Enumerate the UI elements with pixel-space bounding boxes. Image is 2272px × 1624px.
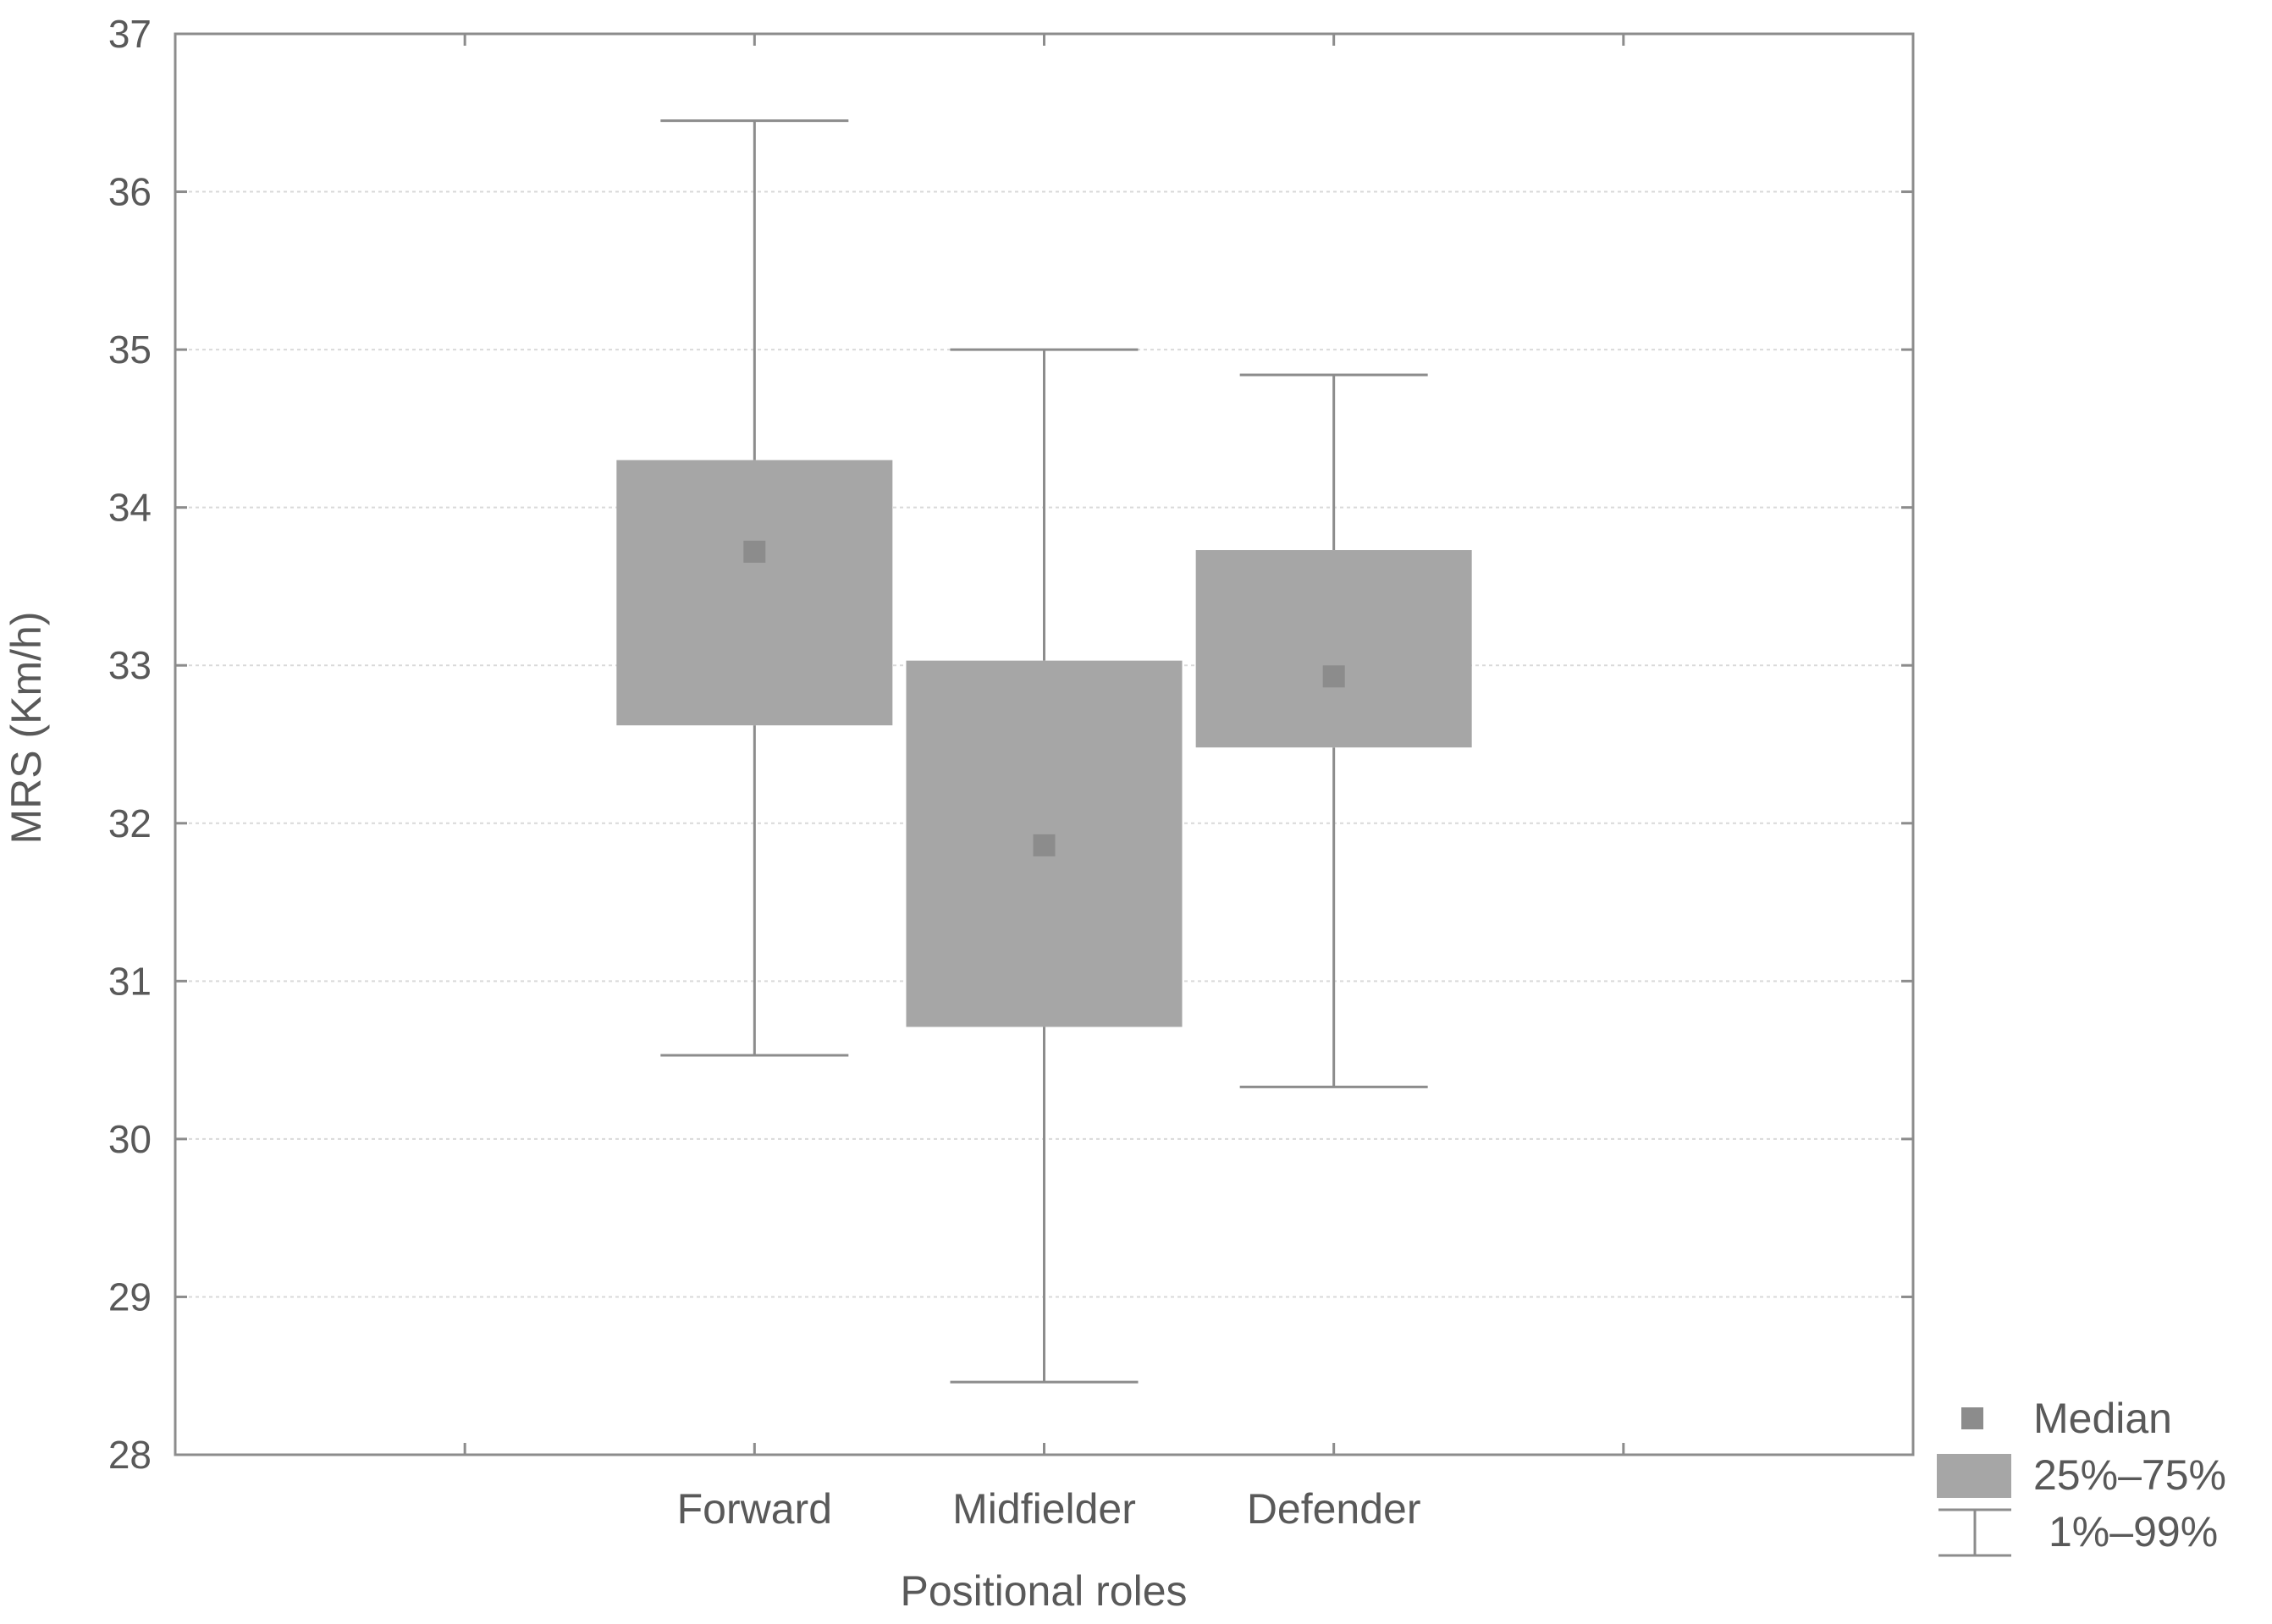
- median-marker: [1322, 665, 1345, 688]
- median-marker: [1033, 834, 1056, 856]
- y-tick-label: 30: [108, 1117, 152, 1161]
- iqr-box: [616, 460, 893, 726]
- x-axis-title: Positional roles: [900, 1567, 1187, 1615]
- iqr-box: [1195, 550, 1472, 748]
- x-tick-label: Midfielder: [952, 1485, 1136, 1533]
- x-tick-label: Defender: [1247, 1485, 1421, 1533]
- legend-box-label: 25%–75%: [2033, 1451, 2226, 1499]
- legend-whisker-swatch: [1938, 1508, 2011, 1557]
- y-tick-label: 37: [108, 12, 152, 56]
- legend-median-marker: [1961, 1407, 1983, 1429]
- legend: Median 25%–75% 1%–99%: [1937, 1395, 2226, 1557]
- legend-median-label: Median: [2033, 1395, 2172, 1442]
- legend-box-swatch: [1937, 1454, 2011, 1498]
- y-tick-label: 29: [108, 1274, 152, 1318]
- y-tick-label: 35: [108, 328, 152, 372]
- box-marks: [616, 119, 1472, 1384]
- box-defender: [1195, 373, 1472, 1088]
- median-marker: [743, 540, 766, 563]
- y-tick-label: 31: [108, 959, 152, 1003]
- y-tick-label: 36: [108, 170, 152, 214]
- y-tick-label: 34: [108, 486, 152, 530]
- box-forward: [616, 119, 893, 1057]
- legend-whisker-label: 1%–99%: [2049, 1508, 2218, 1555]
- box-midfielder: [906, 348, 1183, 1384]
- x-tick-label: Forward: [677, 1485, 832, 1533]
- y-tick-label: 32: [108, 801, 152, 845]
- y-axis-title: MRS (Km/h): [3, 612, 50, 845]
- axis-ticks: 28 29 30 31 32 33 34 35 36 37 Forward Midfielder Def…: [108, 12, 1913, 1533]
- y-tick-label: 33: [108, 643, 152, 687]
- y-tick-label: 28: [108, 1433, 152, 1477]
